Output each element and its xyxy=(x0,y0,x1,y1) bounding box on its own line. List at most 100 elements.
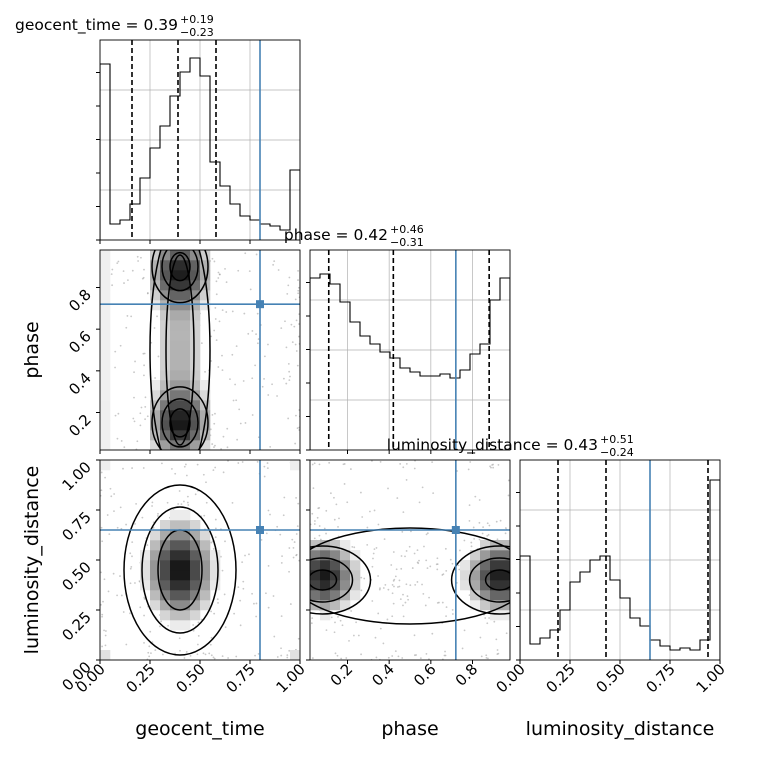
density-cell xyxy=(190,370,201,381)
panel-content xyxy=(520,460,720,660)
sample-point xyxy=(131,555,133,558)
sample-point xyxy=(114,414,117,417)
density-cell xyxy=(100,420,111,431)
density-cell xyxy=(100,350,111,361)
density-cell xyxy=(190,570,201,581)
sample-point xyxy=(409,584,412,587)
sample-point xyxy=(485,654,488,657)
sample-point xyxy=(372,552,375,555)
density-cell xyxy=(140,560,151,571)
density-cell xyxy=(490,570,501,581)
sample-point xyxy=(203,514,206,517)
sample-point xyxy=(487,657,489,660)
sample-point xyxy=(215,293,218,296)
sample-point xyxy=(255,615,258,618)
sample-point xyxy=(484,617,487,619)
density-cell xyxy=(100,410,111,421)
sample-point xyxy=(482,526,485,529)
sample-point xyxy=(333,518,336,521)
sample-point xyxy=(161,653,164,656)
x-axis-label: geocent_time xyxy=(135,718,264,740)
density-cell xyxy=(180,520,191,531)
density-cell xyxy=(180,510,191,521)
density-cell xyxy=(320,540,331,551)
density-cell xyxy=(460,580,471,591)
sample-point xyxy=(458,549,461,552)
sample-point xyxy=(418,559,420,562)
sample-point xyxy=(224,267,226,270)
sample-point xyxy=(479,636,482,639)
sample-point xyxy=(297,279,299,281)
sample-point xyxy=(359,491,362,494)
sample-point xyxy=(211,443,214,445)
sample-point xyxy=(236,438,239,441)
sample-point xyxy=(134,582,136,584)
sample-point xyxy=(251,377,254,380)
x-tick-label: 0.50 xyxy=(172,660,208,696)
sample-point xyxy=(242,580,245,583)
density-cell xyxy=(180,440,191,450)
sample-point xyxy=(280,647,282,650)
density-cell xyxy=(320,610,331,621)
density-cell xyxy=(470,580,481,591)
density-cell xyxy=(160,340,171,351)
sample-point xyxy=(280,615,283,618)
sample-point xyxy=(297,286,300,289)
sample-point xyxy=(311,463,314,466)
y-axis-label: luminosity_distance xyxy=(21,466,43,655)
sample-point xyxy=(375,656,378,659)
sample-point xyxy=(478,521,481,524)
sample-point xyxy=(288,276,291,279)
sample-point xyxy=(390,564,393,566)
density-cell xyxy=(340,550,351,561)
y-tick-label: 0.50 xyxy=(58,558,94,594)
sample-point xyxy=(184,463,187,466)
density-cell xyxy=(170,540,181,551)
density-cell xyxy=(180,270,191,281)
sample-point xyxy=(297,269,299,272)
density-cell xyxy=(200,590,211,601)
sample-point xyxy=(280,327,283,329)
density-cell xyxy=(170,560,181,571)
sample-point xyxy=(445,606,448,609)
sample-point xyxy=(241,561,244,564)
sample-point xyxy=(487,533,490,536)
density-cell xyxy=(150,260,161,271)
sample-point xyxy=(337,526,339,528)
sample-point xyxy=(334,621,336,624)
panel-title: geocent_time = 0.39 +0.19−0.23 xyxy=(15,13,214,39)
sample-point xyxy=(316,516,319,519)
sample-point xyxy=(402,604,404,607)
sample-point xyxy=(267,343,269,346)
sample-point xyxy=(129,567,132,570)
density-cell xyxy=(180,570,191,581)
density-cell xyxy=(350,570,361,581)
sample-point xyxy=(297,502,300,505)
sample-point xyxy=(401,657,404,659)
density-cell xyxy=(500,570,510,581)
sample-point xyxy=(297,292,300,295)
sample-point xyxy=(271,383,273,386)
density-cell xyxy=(100,430,111,441)
sample-point xyxy=(180,503,183,506)
density-cell xyxy=(310,560,321,571)
sample-point xyxy=(276,656,279,658)
sample-point xyxy=(377,575,379,577)
sample-point xyxy=(101,645,103,648)
sample-point xyxy=(100,571,102,574)
sample-point xyxy=(445,569,448,572)
density-cell xyxy=(160,310,171,321)
density-cell xyxy=(190,380,201,391)
sample-point xyxy=(129,612,131,615)
density-cell xyxy=(100,400,111,411)
title-main: phase = 0.42 xyxy=(284,226,388,244)
sample-point xyxy=(223,593,226,596)
sample-point xyxy=(151,501,154,504)
density-cell xyxy=(190,310,201,321)
sample-point xyxy=(393,585,395,588)
sample-point xyxy=(185,474,188,477)
sample-point xyxy=(444,650,446,653)
sample-point xyxy=(342,463,345,466)
sample-point xyxy=(276,525,279,528)
density-cell xyxy=(350,590,361,601)
